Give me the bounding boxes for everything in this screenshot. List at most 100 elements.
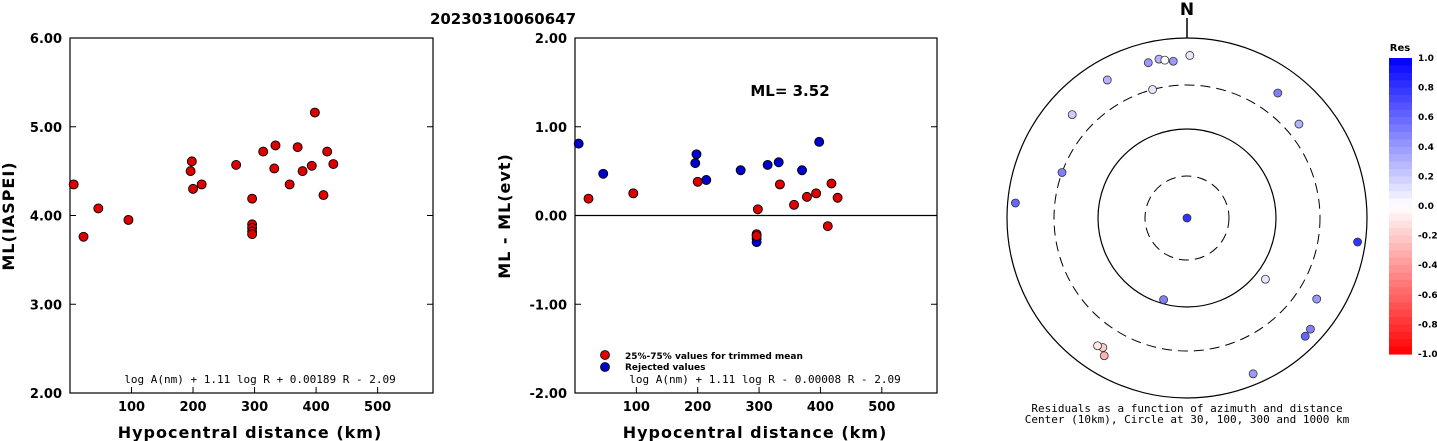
data-point — [297, 166, 308, 177]
legend-marker-rejected — [600, 362, 610, 372]
colorbar-cell — [1389, 302, 1412, 311]
rejected-point — [598, 168, 609, 179]
colorbar-tick-label: -0.8 — [1418, 320, 1437, 330]
colorbar-cell — [1389, 228, 1412, 237]
colorbar-cell — [1389, 65, 1412, 74]
colorbar-tick-label: -0.6 — [1418, 291, 1437, 301]
legend-label-rejected: Rejected values — [625, 363, 705, 373]
colorbar-cell — [1389, 331, 1412, 340]
circle-100km — [1097, 128, 1277, 308]
station-point — [1148, 85, 1157, 94]
station-point — [1306, 324, 1315, 334]
data-point — [247, 229, 258, 240]
colorbar-cell — [1389, 72, 1412, 81]
polar-caption-line1: Residuals as a function of azimuth and d… — [1031, 402, 1342, 415]
colorbar-cell — [1389, 183, 1412, 192]
x-tick-label: 400 — [303, 400, 330, 415]
rejected-point — [773, 157, 784, 168]
colorbar-cell — [1389, 87, 1412, 96]
station-point — [1093, 341, 1102, 351]
data-point — [231, 159, 242, 170]
station-point — [1160, 55, 1170, 65]
polar-caption-line2: Center (10km), Circle at 30, 100, 300 an… — [1025, 413, 1350, 426]
x-tick-label: 200 — [179, 400, 206, 415]
colorbar-cell — [1389, 346, 1412, 355]
station-point — [1168, 56, 1178, 66]
colorbar-cell — [1389, 250, 1412, 259]
colorbar-cell — [1389, 265, 1412, 274]
colorbar-cell — [1389, 161, 1412, 170]
colorbar-cell — [1389, 280, 1412, 288]
data-point — [196, 179, 207, 190]
colorbar-tick-label: 0.6 — [1418, 113, 1434, 123]
x-tick-label: 300 — [745, 400, 772, 415]
y-axis-label: ML - ML(evt) — [495, 153, 514, 279]
data-point — [269, 163, 280, 174]
colorbar-tick-label: 0.2 — [1418, 172, 1434, 182]
trimmed-point — [811, 188, 822, 199]
x-tick-label: 300 — [241, 400, 268, 415]
circle-1000km — [1006, 37, 1368, 399]
station-point — [1102, 75, 1112, 85]
x-tick-label: 100 — [118, 400, 145, 415]
trimmed-point — [789, 199, 799, 210]
station-point — [1182, 213, 1192, 223]
colorbar-tick-label: -1.0 — [1418, 350, 1437, 360]
x-tick-label: 400 — [807, 400, 834, 415]
station-point — [1159, 295, 1169, 304]
colorbar-cell — [1389, 206, 1412, 214]
y-tick-label: 3.00 — [30, 298, 62, 313]
trimmed-point — [801, 191, 812, 202]
data-point — [328, 159, 339, 169]
y-tick-label: -1.00 — [530, 298, 567, 313]
colorbar-tick-label: 1.0 — [1418, 54, 1434, 64]
colorbar-cell — [1389, 139, 1412, 148]
x-axis-label: Hypocentral distance (km) — [623, 423, 888, 441]
data-point — [188, 183, 199, 194]
colorbar-cell — [1389, 294, 1412, 303]
station-point — [1067, 110, 1077, 120]
colorbar-cell — [1389, 176, 1412, 185]
station-point — [1294, 119, 1304, 129]
trimmed-point — [832, 192, 843, 203]
trimmed-point — [751, 230, 762, 241]
data-point — [247, 193, 258, 204]
data-point — [292, 142, 303, 153]
data-point — [309, 107, 320, 118]
colorbar-tick-label: 0.0 — [1418, 202, 1434, 212]
trimmed-point — [583, 193, 594, 204]
rejected-point — [701, 175, 712, 185]
y-tick-label: 1.00 — [535, 121, 567, 136]
station-point — [1011, 198, 1020, 208]
rejected-point — [691, 149, 702, 160]
data-point — [322, 146, 333, 157]
y-tick-label: 5.00 — [30, 121, 62, 136]
x-tick-label: 500 — [868, 400, 895, 415]
trimmed-point — [752, 204, 763, 215]
y-tick-label: 2.00 — [535, 32, 567, 47]
y-tick-label: 0.00 — [535, 210, 567, 225]
trimmed-point — [774, 179, 785, 190]
trimmed-point — [692, 176, 703, 187]
station-point — [1353, 237, 1362, 247]
colorbar-tick-label: -0.2 — [1418, 232, 1437, 242]
y-tick-label: -2.00 — [530, 387, 567, 402]
data-point — [78, 231, 89, 242]
rejected-point — [814, 136, 825, 147]
data-point — [68, 179, 79, 190]
ml-annotation: ML= 3.52 — [750, 82, 829, 100]
panel-ml-residual: ML - ML(evt) Hypocentral distance (km) M… — [495, 32, 938, 441]
formula-text: log A(nm) + 1.11 log R - 0.00008 R - 2.0… — [629, 373, 901, 386]
panel-ml-iaspei: ML(IASPEI) Hypocentral distance (km) log… — [0, 32, 434, 441]
y-tick-label: 4.00 — [30, 210, 62, 225]
residual-colorbar: Res 1.0 0.8 0.6 0.4 0.2 0.0 -0.2 -0.4 -0.6 -0.8 -1… — [1389, 43, 1437, 360]
rejected-point — [690, 158, 701, 169]
station-point — [1261, 274, 1270, 284]
station-point — [1185, 51, 1195, 60]
x-tick-label: 200 — [684, 400, 711, 415]
data-point — [123, 214, 134, 225]
y-tick-label: 2.00 — [30, 387, 62, 402]
colorbar-tick-label: 0.4 — [1418, 143, 1434, 153]
colorbar-cell — [1389, 198, 1412, 207]
station-point — [1143, 58, 1153, 68]
